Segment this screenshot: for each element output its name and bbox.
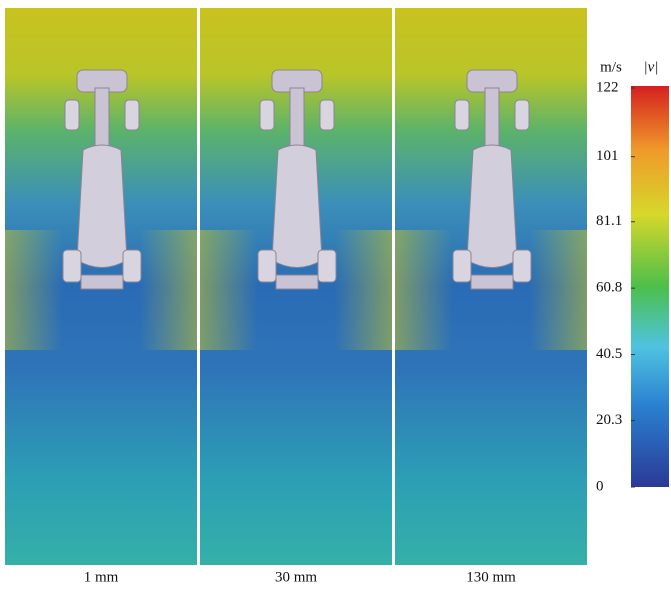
colorbar-tick-label: 81.1 [596,213,622,229]
panel-label: 1 mm [84,569,119,585]
colorbar-tick-label: 0 [596,478,604,494]
colorbar-unit: m/s [600,59,622,75]
colorbar-tick-label: 20.3 [596,412,622,428]
colorbar-tick-label: 101 [596,148,619,164]
colorbar [631,86,669,487]
colorbar-title: |v| [644,59,659,75]
panel-label: 30 mm [275,569,317,585]
colorbar-tick-label: 40.5 [596,346,622,362]
colorbar-tick-label: 60.8 [596,280,622,296]
panel-label: 130 mm [466,569,516,585]
colorbar-tick-label: 122 [596,79,619,95]
